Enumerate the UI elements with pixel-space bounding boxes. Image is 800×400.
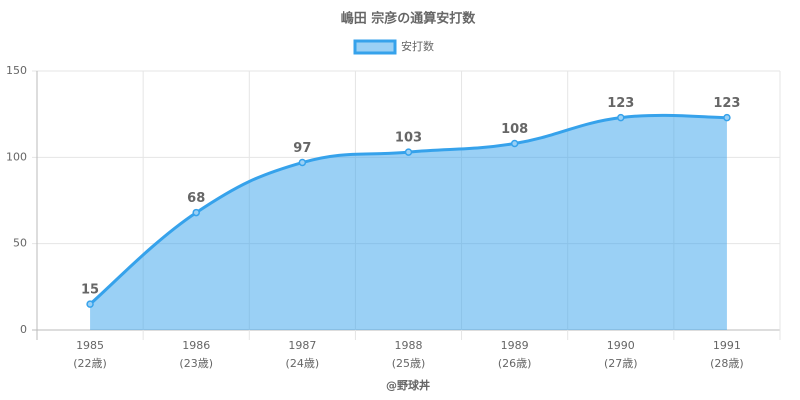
- x-tick-label: 1990: [607, 339, 635, 352]
- value-label: 68: [187, 191, 205, 206]
- y-tick-label: 0: [20, 323, 27, 336]
- x-tick-label: 1991: [713, 339, 741, 352]
- value-label: 15: [81, 283, 99, 298]
- y-tick-label: 100: [6, 150, 27, 163]
- x-tick-sublabel: (25歳): [392, 357, 426, 370]
- value-label: 108: [501, 122, 528, 137]
- point: [298, 158, 307, 167]
- point: [723, 113, 731, 122]
- area: [90, 115, 727, 330]
- x-tick-label: 1988: [395, 339, 423, 352]
- x-tick-sublabel: (27歳): [604, 357, 638, 370]
- value-label: 123: [607, 96, 634, 111]
- point: [510, 139, 519, 148]
- x-tick-label: 1986: [182, 339, 210, 352]
- x-tick-sublabel: (28歳): [710, 357, 744, 370]
- value-label: 123: [713, 96, 740, 111]
- point: [404, 148, 413, 156]
- value-label: 97: [293, 141, 311, 156]
- y-tick-label: 150: [6, 64, 27, 77]
- value-label: 103: [395, 131, 422, 146]
- point: [617, 113, 625, 122]
- x-tick-label: 1987: [288, 339, 316, 352]
- legend-swatch: [353, 39, 397, 55]
- x-tick-label: 1985: [76, 339, 104, 352]
- x-tick-label: 1989: [501, 339, 529, 352]
- chart-title: 嶋田 宗彦の通算安打数: [341, 11, 477, 27]
- legend-label: 安打数: [401, 39, 434, 53]
- point: [192, 208, 200, 217]
- point: [86, 300, 94, 308]
- x-tick-sublabel: (26歳): [498, 357, 532, 370]
- x-tick-sublabel: (22歳): [73, 357, 107, 370]
- x-axis-label: @野球丼: [386, 378, 430, 392]
- y-tick-label: 50: [13, 237, 27, 250]
- x-tick-sublabel: (24歳): [286, 357, 320, 370]
- x-tick-sublabel: (23歳): [179, 357, 213, 370]
